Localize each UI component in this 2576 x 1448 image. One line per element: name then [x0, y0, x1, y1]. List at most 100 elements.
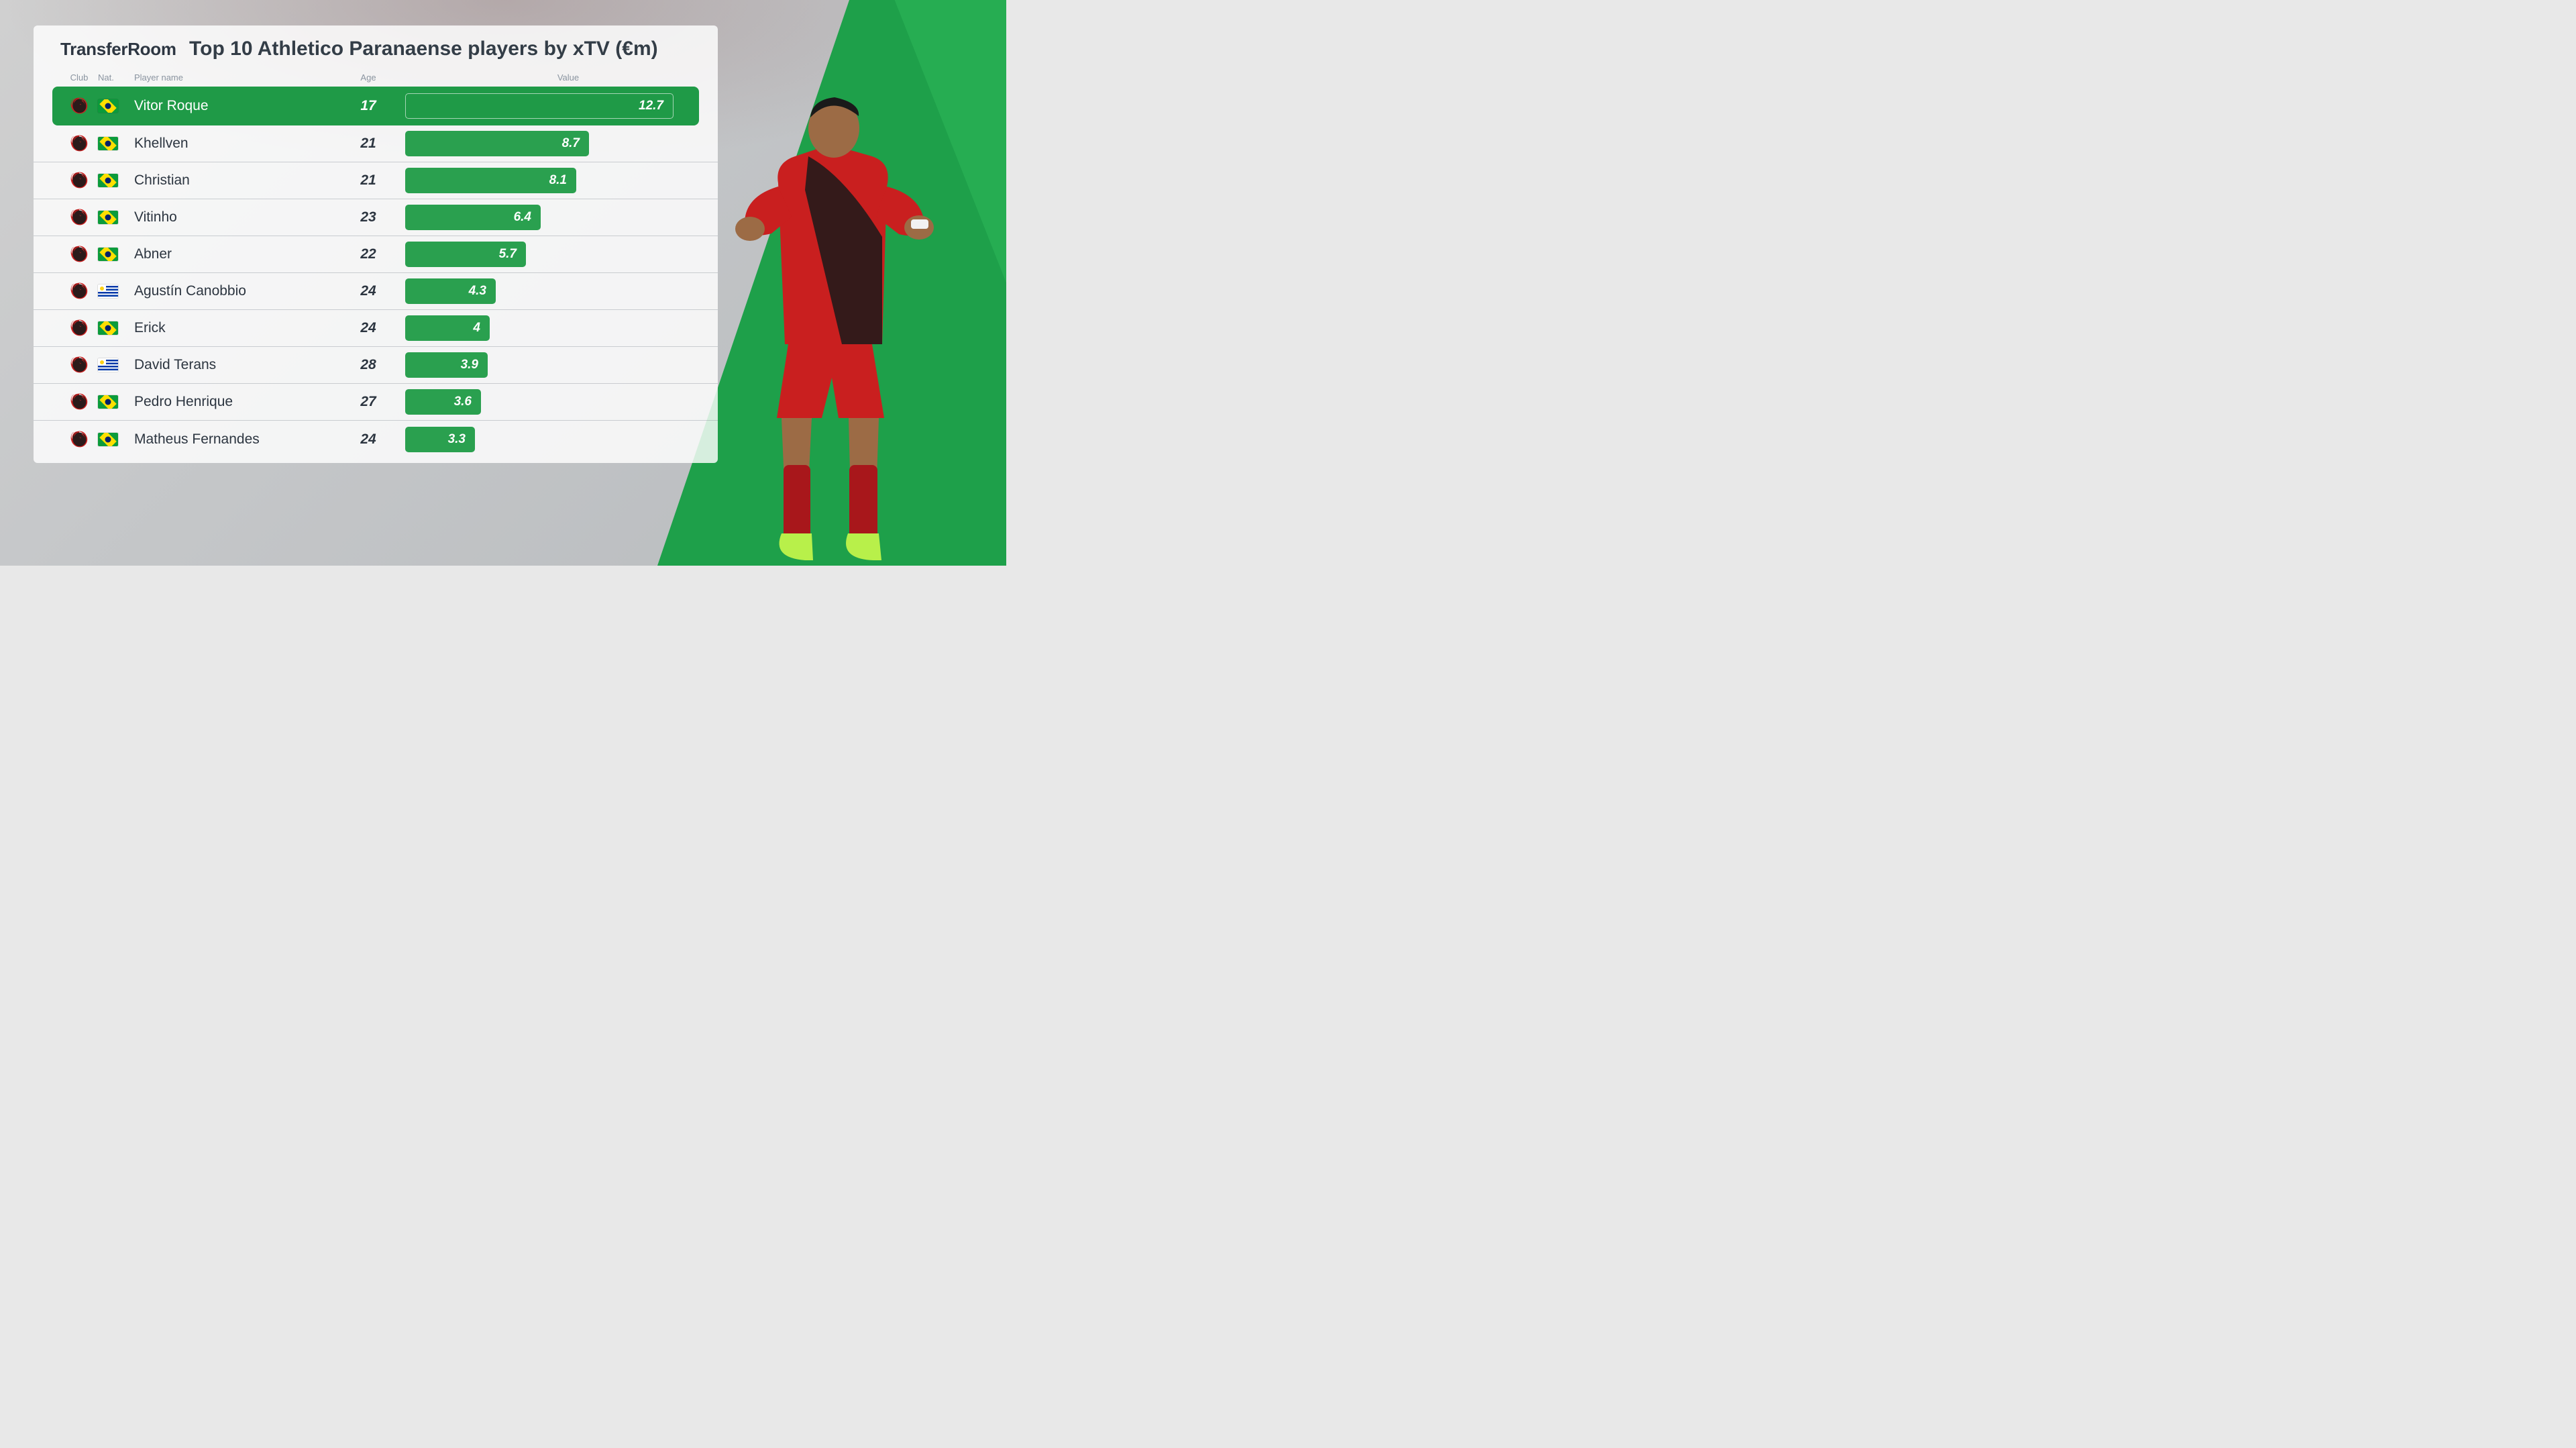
value-label: 3.6 — [454, 395, 472, 409]
nationality-cell — [98, 395, 130, 409]
col-header-name: Player name — [130, 72, 331, 83]
club-badge-icon — [69, 170, 89, 191]
player-age: 28 — [331, 357, 405, 373]
club-badge-icon — [69, 281, 89, 301]
player-name: David Terans — [130, 357, 331, 373]
club-cell — [60, 134, 98, 154]
table-row: Agustín Canobbio 24 4.3 — [34, 273, 718, 310]
nationality-cell — [98, 358, 130, 372]
rows-container: Vitor Roque 17 12.7 Khellven 21 8.7 Chri… — [34, 87, 718, 458]
col-header-nat: Nat. — [98, 72, 130, 83]
table-row: Abner 22 5.7 — [34, 236, 718, 273]
value-label: 3.9 — [461, 358, 478, 372]
nationality-cell — [98, 211, 130, 224]
club-cell — [60, 96, 98, 116]
nationality-cell — [98, 321, 130, 335]
player-name: Christian — [130, 172, 331, 189]
table-row: Khellven 21 8.7 — [34, 125, 718, 162]
table-row: Erick 24 4 — [34, 310, 718, 347]
club-cell — [60, 392, 98, 412]
club-cell — [60, 318, 98, 338]
value-bar: 3.6 — [405, 389, 481, 415]
col-header-age: Age — [331, 72, 405, 83]
flag-uruguay-icon — [98, 358, 118, 372]
value-bar: 12.7 — [405, 93, 674, 119]
value-label: 4.3 — [469, 284, 486, 299]
table-row: Vitinho 23 6.4 — [34, 199, 718, 236]
table-row: Matheus Fernandes 24 3.3 — [34, 421, 718, 458]
value-bar: 4 — [405, 315, 490, 341]
player-age: 22 — [331, 246, 405, 262]
value-bar-cell: 8.1 — [405, 168, 691, 193]
value-bar: 3.9 — [405, 352, 488, 378]
nationality-cell — [98, 99, 130, 113]
club-badge-icon — [69, 392, 89, 412]
club-badge-icon — [69, 429, 89, 450]
value-bar-cell: 6.4 — [405, 205, 691, 230]
club-badge-icon — [69, 244, 89, 264]
player-age: 21 — [331, 172, 405, 189]
club-badge-icon — [69, 134, 89, 154]
nationality-cell — [98, 285, 130, 298]
flag-brazil-icon — [98, 395, 118, 409]
flag-brazil-icon — [98, 433, 118, 446]
club-badge-icon — [69, 355, 89, 375]
club-cell — [60, 244, 98, 264]
value-bar-cell: 8.7 — [405, 131, 691, 156]
value-label: 6.4 — [514, 210, 531, 225]
player-age: 24 — [331, 283, 405, 299]
flag-brazil-icon — [98, 211, 118, 224]
club-badge-icon — [69, 318, 89, 338]
value-bar-cell: 4.3 — [405, 278, 691, 304]
club-badge-icon — [69, 96, 89, 116]
player-age: 24 — [331, 320, 405, 336]
club-cell — [60, 207, 98, 227]
ranking-card: TransferRoom Top 10 Athletico Paranaense… — [34, 25, 718, 463]
player-name: Khellven — [130, 136, 331, 152]
flag-brazil-icon — [98, 137, 118, 150]
player-age: 27 — [331, 394, 405, 410]
value-bar: 3.3 — [405, 427, 475, 452]
value-label: 12.7 — [639, 99, 663, 113]
value-bar-cell: 3.6 — [405, 389, 691, 415]
col-header-club: Club — [60, 72, 98, 83]
value-bar-cell: 3.9 — [405, 352, 691, 378]
col-header-value: Value — [405, 72, 691, 83]
club-badge-icon — [69, 207, 89, 227]
brand-logo-text: TransferRoom — [60, 39, 176, 60]
player-name: Pedro Henrique — [130, 394, 331, 410]
player-name: Erick — [130, 320, 331, 336]
flag-brazil-icon — [98, 321, 118, 335]
player-name: Agustín Canobbio — [130, 283, 331, 299]
player-age: 17 — [331, 98, 405, 114]
table-row: Vitor Roque 17 12.7 — [52, 87, 699, 125]
value-bar: 8.7 — [405, 131, 589, 156]
nationality-cell — [98, 174, 130, 187]
chart-title: Top 10 Athletico Paranaense players by x… — [176, 38, 691, 60]
value-label: 8.1 — [549, 173, 567, 188]
flag-brazil-icon — [98, 248, 118, 261]
value-label: 3.3 — [448, 432, 466, 447]
player-name: Vitinho — [130, 209, 331, 225]
column-headers: Club Nat. Player name Age Value — [34, 72, 718, 87]
value-bar-cell: 3.3 — [405, 427, 691, 452]
value-bar-cell: 4 — [405, 315, 691, 341]
table-row: Christian 21 8.1 — [34, 162, 718, 199]
nationality-cell — [98, 137, 130, 150]
club-cell — [60, 429, 98, 450]
player-name: Abner — [130, 246, 331, 262]
player-age: 24 — [331, 431, 405, 448]
value-bar-cell: 5.7 — [405, 242, 691, 267]
club-cell — [60, 170, 98, 191]
flag-brazil-icon — [98, 99, 118, 113]
flag-uruguay-icon — [98, 285, 118, 298]
value-bar-cell: 12.7 — [405, 93, 691, 119]
flag-brazil-icon — [98, 174, 118, 187]
card-header: TransferRoom Top 10 Athletico Paranaense… — [34, 38, 718, 72]
value-label: 4 — [473, 321, 480, 335]
player-age: 23 — [331, 209, 405, 225]
value-label: 5.7 — [499, 247, 517, 262]
table-row: Pedro Henrique 27 3.6 — [34, 384, 718, 421]
value-label: 8.7 — [562, 136, 580, 151]
nationality-cell — [98, 248, 130, 261]
